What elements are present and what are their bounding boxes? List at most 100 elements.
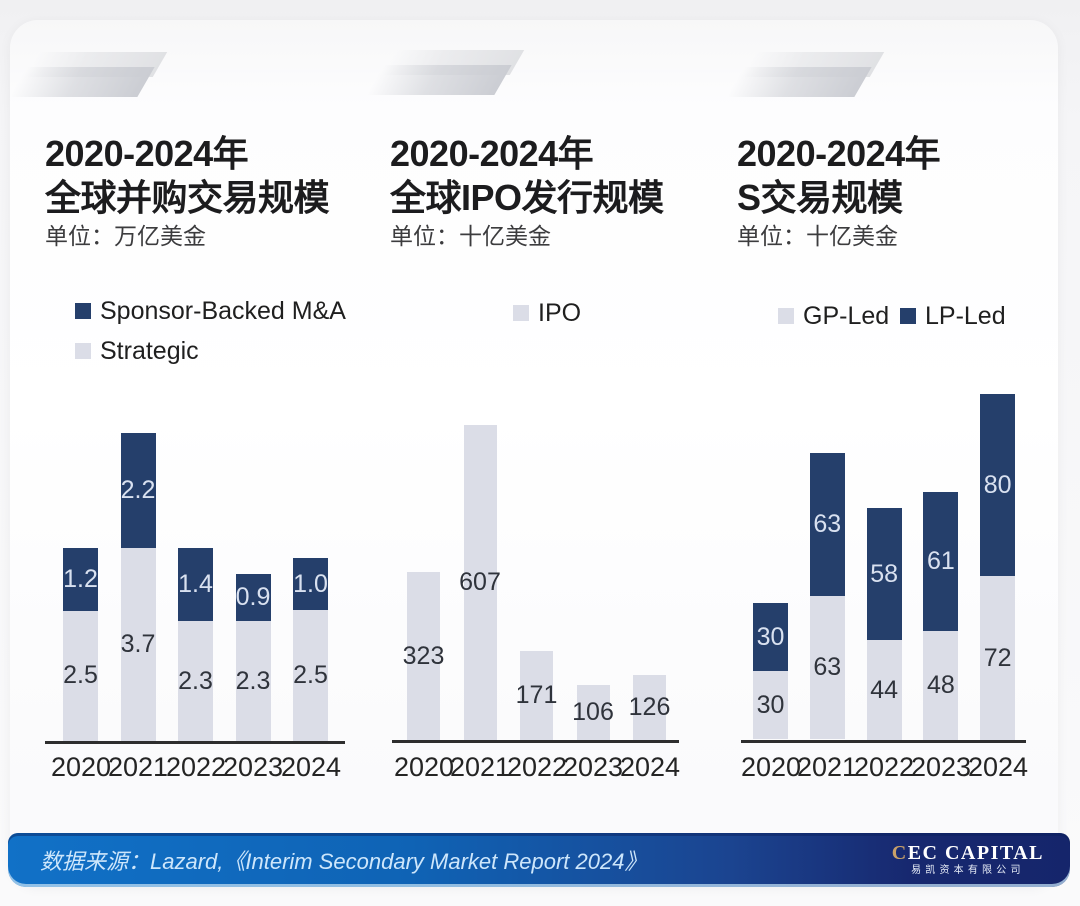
bar-segment-sponsor-backed-m-a: 1.2	[63, 548, 98, 611]
ribbon-front-shape	[9, 67, 155, 97]
bar-stack: 0.9 2.3	[235, 574, 271, 741]
x-axis-tick-label: 2022	[165, 752, 227, 782]
legend-label: LP-Led	[925, 301, 1006, 330]
x-axis-tick-label: 2024	[280, 752, 342, 782]
legend-entry: IPO	[513, 298, 582, 327]
x-axis-tick-label: 2020	[740, 752, 802, 782]
x-axis-tick-label: 2022	[506, 752, 568, 782]
x-axis-line	[392, 740, 679, 743]
bar-segment-lp-led: 63	[809, 453, 845, 596]
chart-title-line1: 2020-2024年	[45, 133, 249, 174]
bar-segment-ipo: 607	[459, 425, 501, 740]
logo-wordmark: CEC CAPITAL	[892, 843, 1044, 863]
bar-value-label: 48	[926, 671, 955, 699]
bar-value-label: 126	[628, 693, 671, 721]
bar-stack: 30 30	[753, 603, 788, 740]
bar-value-label: 323	[402, 641, 445, 670]
x-axis-tick-label: 2023	[222, 752, 284, 782]
bar-stack: 2.2 3.7	[120, 433, 156, 741]
bar-value-label: 2.5	[63, 661, 98, 690]
x-axis-tick-label: 2023	[910, 752, 972, 782]
bar-segment-sponsor-backed-m-a: 1.0	[293, 558, 328, 610]
bar-stack: 1.0 2.5	[293, 558, 328, 741]
logo-subtext: 易凯资本有限公司	[911, 865, 1025, 876]
x-axis-tick-label: 2022	[853, 752, 915, 782]
legend-swatch	[75, 343, 91, 359]
bar-segment-lp-led: 30	[753, 603, 788, 671]
bar-stack: 106	[572, 685, 614, 740]
x-axis-tick-label: 2020	[50, 752, 112, 782]
legend-swatch	[900, 308, 916, 324]
bar-segment-strategic: 2.5	[293, 610, 328, 741]
chart-title-line2: 全球并购交易规模	[45, 177, 330, 218]
legend-swatch	[513, 305, 529, 321]
logo-first-letter: C	[891, 842, 908, 864]
bar-value-label: 106	[572, 698, 614, 726]
chart-title-ma: 2020-2024年 全球并购交易规模	[45, 132, 330, 220]
bar-stack: 1.4 2.3	[178, 548, 213, 741]
footer-bar: 数据来源：Lazard,《Interim Secondary Market Re…	[8, 833, 1070, 887]
bar-value-label: 1.2	[63, 564, 98, 593]
bar-segment-sponsor-backed-m-a: 0.9	[235, 574, 271, 621]
bar-segment-sponsor-backed-m-a: 2.2	[120, 433, 156, 548]
chart-title-secondary: 2020-2024年 S交易规模	[737, 132, 941, 220]
bar-value-label: 1.4	[178, 570, 213, 598]
legend-entry: Strategic	[75, 336, 199, 365]
legend-label: Strategic	[100, 336, 199, 365]
chart-title-ipo: 2020-2024年 全球IPO发行规模	[390, 132, 664, 220]
bar-stack: 80 72	[980, 394, 1016, 740]
bar-value-label: 72	[983, 643, 1012, 672]
bar-stack: 607	[459, 425, 501, 740]
legend-entry: GP-Led	[778, 302, 889, 330]
bar-stack: 323	[403, 572, 444, 740]
legend-swatch	[778, 308, 794, 324]
x-axis-tick-label: 2021	[107, 752, 169, 782]
legend-label: IPO	[538, 298, 582, 327]
bar-segment-lp-led: 80	[980, 394, 1016, 576]
bar-stack: 63 63	[809, 453, 845, 740]
logo-rest-letters: EC CAPITAL	[907, 842, 1044, 864]
bar-value-label: 58	[870, 559, 898, 588]
legend-swatch	[75, 303, 91, 319]
bar-value-label: 2.3	[178, 666, 213, 695]
bar-segment-strategic: 2.3	[178, 621, 213, 741]
bar-segment-strategic: 2.5	[63, 610, 98, 741]
bar-segment-gp-led: 48	[923, 631, 959, 740]
x-axis-tick-label: 2024	[619, 752, 681, 782]
bar-value-label: 0.9	[235, 583, 271, 611]
chart-title-line1: 2020-2024年	[390, 133, 594, 174]
bar-segment-lp-led: 58	[866, 508, 902, 640]
bar-segment-strategic: 2.3	[235, 621, 271, 741]
bar-value-label: 2.3	[235, 666, 271, 695]
chart-title-line2: S交易规模	[737, 177, 903, 218]
decorative-ribbon	[366, 50, 527, 98]
bar-segment-strategic: 3.7	[120, 548, 156, 741]
bar-value-label: 171	[515, 681, 558, 709]
bar-value-label: 2.2	[120, 476, 156, 504]
bar-value-label: 44	[870, 675, 898, 704]
unit-label-ipo: 单位：十亿美金	[390, 223, 551, 249]
bar-value-label: 3.7	[120, 630, 156, 658]
unit-label-ma: 单位：万亿美金	[45, 223, 206, 249]
x-axis-tick-label: 2023	[562, 752, 624, 782]
decorative-ribbon	[726, 52, 887, 100]
legend-entry: Sponsor-Backed M&A	[75, 297, 346, 325]
x-axis-tick-label: 2021	[796, 752, 858, 782]
bar-value-label: 607	[459, 568, 501, 596]
bar-segment-ipo: 171	[516, 651, 557, 740]
bar-segment-lp-led: 61	[923, 492, 959, 631]
bar-value-label: 63	[813, 510, 842, 538]
bar-stack: 61 48	[923, 492, 959, 740]
data-source-text: 数据来源：Lazard,《Interim Secondary Market Re…	[40, 849, 647, 874]
bar-value-label: 80	[983, 470, 1012, 499]
bar-segment-sponsor-backed-m-a: 1.4	[178, 548, 213, 621]
bar-segment-gp-led: 30	[753, 671, 788, 739]
bar-value-label: 30	[756, 622, 785, 651]
chart-title-line1: 2020-2024年	[737, 133, 941, 174]
bar-segment-ipo: 323	[403, 572, 444, 740]
bar-value-label: 30	[756, 690, 785, 719]
x-axis-tick-label: 2021	[449, 752, 511, 782]
bar-value-label: 61	[926, 547, 955, 575]
bar-segment-gp-led: 72	[980, 576, 1016, 740]
